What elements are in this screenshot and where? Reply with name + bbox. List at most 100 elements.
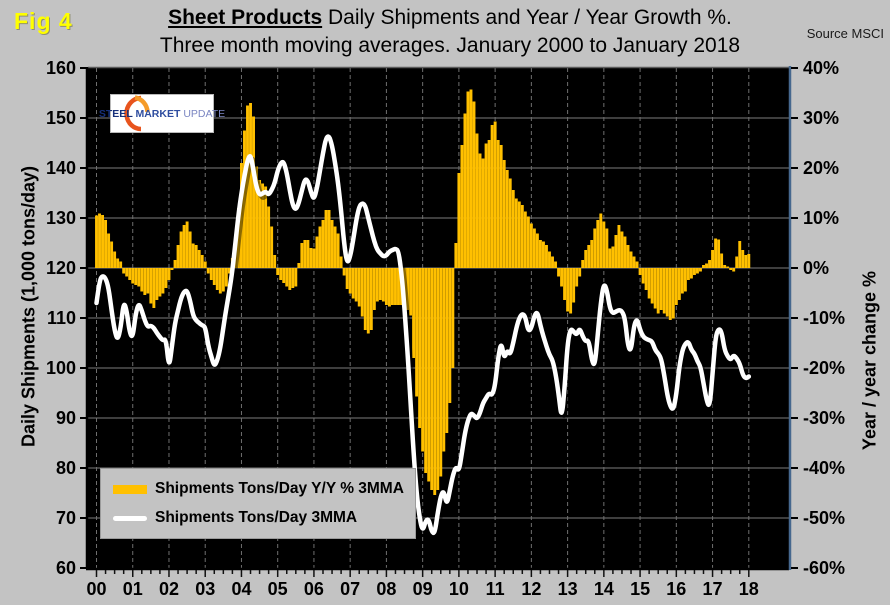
yoy-growth-bar: [484, 143, 488, 268]
yoy-growth-bar: [708, 260, 711, 268]
x-axis-year-label: 17: [703, 579, 723, 599]
yoy-growth-bar: [623, 236, 627, 268]
yoy-growth-bar: [575, 268, 579, 287]
legend-label-shipments: Shipments Tons/Day 3MMA: [155, 509, 358, 526]
yoy-growth-bar: [699, 268, 702, 272]
x-axis-year-label: 00: [86, 579, 106, 599]
left-axis-tick-label: 90: [56, 408, 76, 428]
yoy-growth-bar: [116, 258, 120, 268]
yoy-growth-bar: [227, 268, 231, 274]
yoy-growth-bar: [309, 248, 313, 268]
yoy-growth-bar: [128, 268, 132, 280]
yoy-growth-bar: [626, 245, 630, 268]
right-axis-tick-label: 10%: [803, 208, 839, 228]
left-axis-tick-label: 100: [46, 358, 76, 378]
yoy-growth-bar: [282, 268, 286, 283]
yoy-growth-bar: [397, 268, 400, 305]
yoy-growth-bar: [412, 268, 416, 358]
yoy-growth-bar: [264, 186, 268, 268]
x-axis-year-label: 16: [666, 579, 686, 599]
yoy-growth-bar: [593, 228, 597, 268]
yoy-growth-bar: [496, 140, 500, 268]
yoy-growth-bar: [620, 231, 624, 268]
right-axis-tick-label: -10%: [803, 308, 845, 328]
x-axis-year-label: 11: [486, 579, 505, 599]
yoy-growth-bar: [173, 260, 177, 268]
yoy-growth-bar: [629, 251, 633, 268]
yoy-growth-bar: [735, 256, 739, 268]
yoy-growth-bar: [469, 89, 473, 268]
yoy-growth-bar: [276, 268, 280, 275]
yoy-growth-bar: [554, 261, 557, 268]
yoy-growth-bar: [457, 173, 461, 268]
x-axis-year-label: 06: [304, 579, 324, 599]
right-axis-tick-label: 30%: [803, 108, 839, 128]
yoy-growth-bar: [686, 268, 690, 280]
yoy-growth-bar: [644, 268, 648, 290]
right-axis-tick-label: -20%: [803, 358, 845, 378]
yoy-growth-bar: [499, 145, 503, 268]
yoy-growth-bar: [143, 268, 147, 295]
yoy-growth-bar: [602, 221, 606, 268]
yoy-growth-bar: [110, 241, 114, 268]
yoy-growth-bar: [342, 268, 346, 276]
yoy-growth-bar: [674, 268, 678, 305]
yoy-growth-bar: [668, 268, 672, 320]
yoy-growth-bar: [747, 254, 751, 268]
yoy-growth-bar: [131, 268, 135, 284]
yoy-growth-bar: [357, 268, 361, 307]
x-axis-year-label: 15: [630, 579, 650, 599]
logo-word-market: MARKET: [135, 107, 181, 120]
legend-item-yoy-bars: Shipments Tons/Day Y/Y % 3MMA: [101, 480, 415, 498]
yoy-growth-bar: [369, 268, 373, 330]
yoy-growth-bar: [732, 268, 736, 272]
yoy-growth-bar: [656, 268, 660, 314]
legend: Shipments Tons/Day Y/Y % 3MMA Shipments …: [100, 468, 416, 539]
yoy-growth-bar: [336, 233, 340, 268]
legend-label-yoy: Shipments Tons/Day Y/Y % 3MMA: [155, 480, 404, 497]
yoy-growth-bar: [330, 220, 334, 268]
yoy-growth-bar: [291, 268, 295, 288]
x-axis-year-label: 05: [268, 579, 288, 599]
yoy-growth-bar: [95, 215, 98, 268]
chart-title-emphasis: Sheet Products: [168, 6, 323, 29]
yoy-growth-bar: [436, 268, 440, 490]
yoy-growth-bar: [167, 268, 171, 280]
shipments-line: [94, 134, 752, 536]
yoy-growth-bar: [98, 213, 101, 268]
yoy-growth-bar: [551, 256, 554, 268]
yoy-growth-bar: [188, 231, 192, 268]
yoy-growth-bar: [270, 226, 274, 268]
yoy-growth-bar: [714, 238, 718, 268]
yoy-growth-bar: [312, 248, 316, 268]
yoy-growth-bar: [590, 240, 594, 268]
yoy-growth-bar: [273, 255, 277, 268]
yoy-growth-bar: [212, 268, 216, 285]
yoy-growth-bar: [632, 256, 636, 268]
yoy-growth-bar: [306, 240, 310, 268]
x-axis-year-label: 10: [449, 579, 469, 599]
yoy-growth-bar: [744, 255, 748, 268]
yoy-growth-bar: [194, 245, 198, 268]
yoy-growth-bar: [608, 248, 612, 268]
yoy-growth-bar: [333, 226, 337, 268]
yoy-growth-bar: [665, 268, 669, 317]
yoy-growth-bar: [517, 201, 521, 268]
yoy-growth-bar: [475, 133, 479, 268]
yoy-growth-bar: [294, 268, 298, 287]
yoy-growth-bar: [261, 183, 265, 268]
yoy-growth-bar: [641, 268, 645, 284]
yoy-growth-bar: [240, 163, 243, 268]
yoy-growth-bar: [692, 268, 696, 275]
yoy-growth-bar: [557, 268, 560, 277]
x-axis-year-label: 14: [594, 579, 614, 599]
yoy-growth-bar: [107, 233, 111, 268]
yoy-growth-bar: [421, 268, 425, 452]
yoy-growth-bar: [538, 240, 542, 268]
yoy-growth-bar: [439, 268, 443, 477]
yoy-growth-bar: [472, 101, 476, 268]
yoy-growth-bar: [197, 250, 201, 268]
chart-title: Sheet Products Daily Shipments and Year …: [110, 4, 790, 60]
yoy-growth-bar: [723, 265, 727, 268]
yoy-growth-bar: [599, 213, 603, 268]
